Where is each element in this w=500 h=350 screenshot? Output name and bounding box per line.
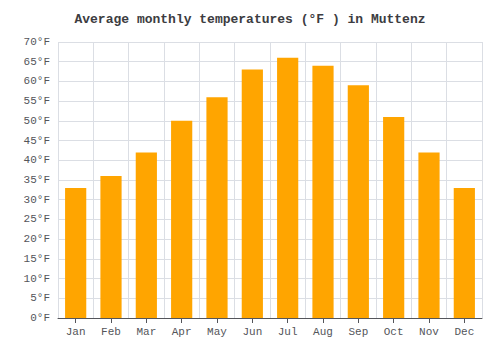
svg-text:65°F: 65°F (24, 56, 50, 68)
svg-text:Jul: Jul (278, 326, 298, 338)
svg-text:55°F: 55°F (24, 95, 50, 107)
svg-text:5°F: 5°F (30, 292, 50, 304)
svg-text:30°F: 30°F (24, 194, 50, 206)
svg-text:Aug: Aug (313, 326, 333, 338)
svg-text:Sep: Sep (348, 326, 368, 338)
svg-text:Average monthly temperatures (: Average monthly temperatures (°F ) in Mu… (74, 12, 425, 27)
svg-text:Mar: Mar (136, 326, 156, 338)
svg-text:Apr: Apr (172, 326, 192, 338)
svg-text:25°F: 25°F (24, 213, 50, 225)
svg-text:Jun: Jun (242, 326, 262, 338)
svg-text:20°F: 20°F (24, 233, 50, 245)
svg-text:May: May (207, 326, 227, 338)
svg-text:Nov: Nov (419, 326, 439, 338)
svg-text:35°F: 35°F (24, 174, 50, 186)
svg-text:Jan: Jan (66, 326, 86, 338)
svg-text:0°F: 0°F (30, 312, 50, 324)
svg-text:40°F: 40°F (24, 154, 50, 166)
svg-text:Feb: Feb (101, 326, 121, 338)
svg-text:15°F: 15°F (24, 253, 50, 265)
svg-text:10°F: 10°F (24, 273, 50, 285)
svg-text:50°F: 50°F (24, 115, 50, 127)
svg-text:45°F: 45°F (24, 135, 50, 147)
svg-text:Dec: Dec (454, 326, 474, 338)
svg-text:Oct: Oct (384, 326, 404, 338)
svg-text:70°F: 70°F (24, 36, 50, 48)
svg-text:60°F: 60°F (24, 75, 50, 87)
